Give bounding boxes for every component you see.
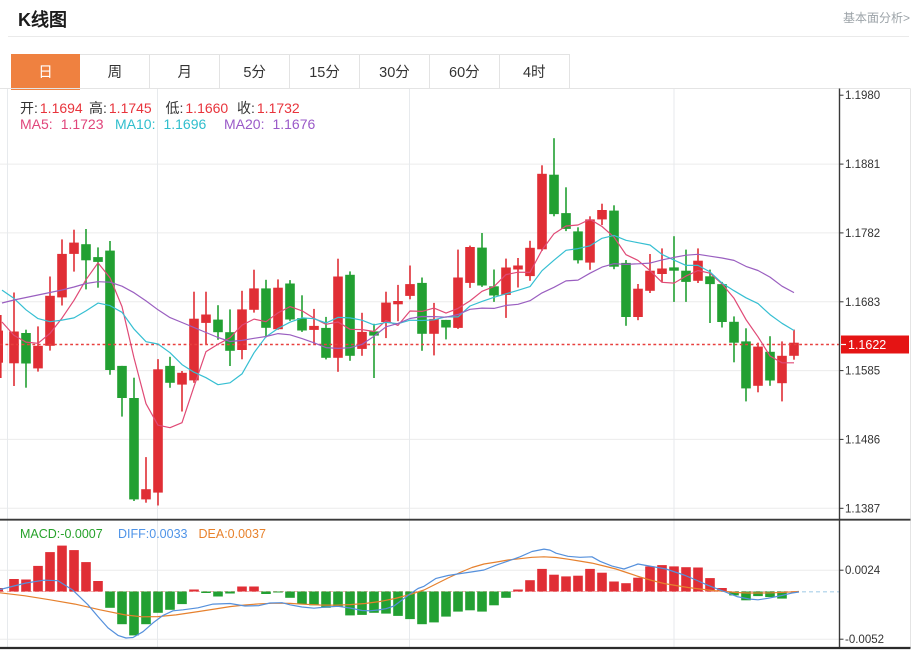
svg-text:1.1980: 1.1980 [845,90,880,102]
svg-text:1.1585: 1.1585 [845,366,880,378]
svg-text:1.1782: 1.1782 [845,228,880,240]
svg-text:1.1622: 1.1622 [848,338,886,352]
svg-text:-0.0052: -0.0052 [845,634,884,646]
svg-text:1.1387: 1.1387 [845,503,880,515]
svg-text:0.0024: 0.0024 [845,565,881,577]
svg-text:1.1683: 1.1683 [845,297,880,309]
svg-text:1.1881: 1.1881 [845,159,880,171]
svg-text:1.1486: 1.1486 [845,434,880,446]
